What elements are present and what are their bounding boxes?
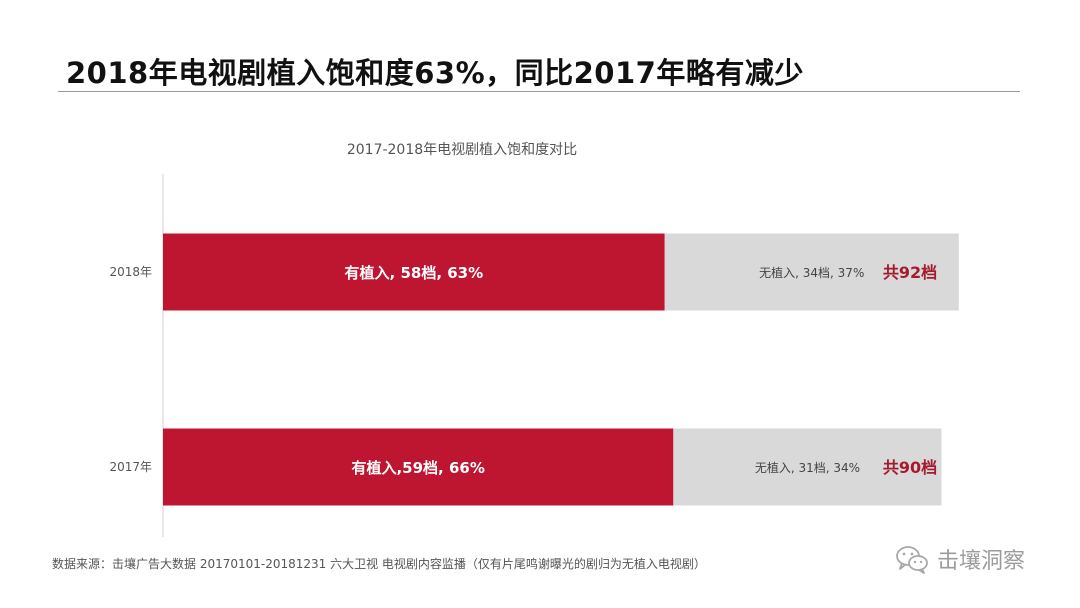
bar-segment-without-placement — [673, 428, 942, 506]
title-divider — [58, 91, 1020, 92]
total-label: 共90档 — [883, 458, 937, 477]
watermark-text: 击壤洞察 — [937, 549, 1026, 574]
bar-data-label: 有植入,59档, 66% — [351, 459, 484, 477]
category-label: 2017年 — [109, 460, 152, 474]
category-label: 2018年 — [109, 265, 152, 279]
bar-segment-with-placement — [163, 428, 674, 506]
source-note: 数据来源：击壤广告大数据 20170101-20181231 六大卫视 电视剧内… — [52, 557, 706, 571]
total-label: 共92档 — [883, 263, 937, 282]
slide-title: 2018年电视剧植入饱和度63%，同比2017年略有减少 — [66, 56, 804, 90]
watermark: 击壤洞察 — [895, 543, 1025, 575]
bar-segment-with-placement — [163, 233, 665, 311]
bar-data-label: 无植入, 31档, 34% — [755, 460, 860, 475]
bar-data-label: 有植入, 58档, 63% — [345, 264, 484, 282]
chart-title: 2017-2018年电视剧植入饱和度对比 — [346, 142, 578, 158]
bar-segment-without-placement — [664, 233, 959, 311]
wechat-icon — [896, 546, 928, 574]
bar-data-label: 无植入, 34档, 37% — [759, 265, 864, 280]
